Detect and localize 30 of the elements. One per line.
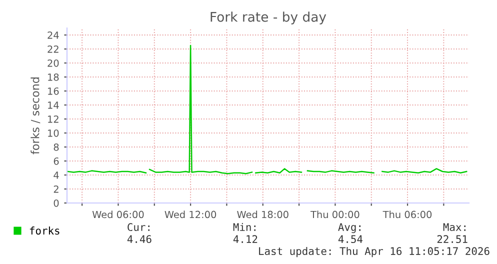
text: Min: xyxy=(233,222,256,231)
y-tick-label: 12 xyxy=(48,115,58,123)
y-tick-label: 6 xyxy=(54,157,59,165)
x-tick-label: Wed 12:00 xyxy=(164,210,216,218)
x-tick-label: Wed 18:00 xyxy=(237,210,288,218)
y-tick-label: 18 xyxy=(48,73,59,81)
y-tick-label: 2 xyxy=(54,185,58,193)
x-tick-label: Thu 06:00 xyxy=(382,210,432,218)
x-tick-label: Thu 00:00 xyxy=(310,210,360,218)
y-axis-title: forks / second xyxy=(30,78,40,154)
text: 22.51 xyxy=(437,235,468,244)
chart-title: Fork rate - by day xyxy=(210,12,326,24)
text: Last update: Thu Apr 16 11:05:17 2026 xyxy=(259,246,490,258)
text: 4.12 xyxy=(233,235,258,243)
text: Avg: xyxy=(338,223,360,234)
y-tick-label: 14 xyxy=(48,102,59,109)
y-tick-label: 24 xyxy=(48,31,59,39)
y-tick-label: 20 xyxy=(48,59,59,67)
text: 4.46 xyxy=(127,235,152,244)
text: Cur: xyxy=(128,223,150,232)
legend-label: forks xyxy=(30,226,60,235)
text: Max: xyxy=(443,223,466,232)
y-tick-label: 10 xyxy=(48,129,59,137)
text: 4.54 xyxy=(338,235,363,244)
y-tick-label: 16 xyxy=(48,87,59,95)
y-tick-label: 8 xyxy=(54,143,59,151)
x-tick-label: Wed 06:00 xyxy=(92,210,144,218)
y-tick-label: 4 xyxy=(54,172,59,179)
y-tick-label: 0 xyxy=(54,199,59,207)
y-tick-label: 22 xyxy=(48,45,58,53)
